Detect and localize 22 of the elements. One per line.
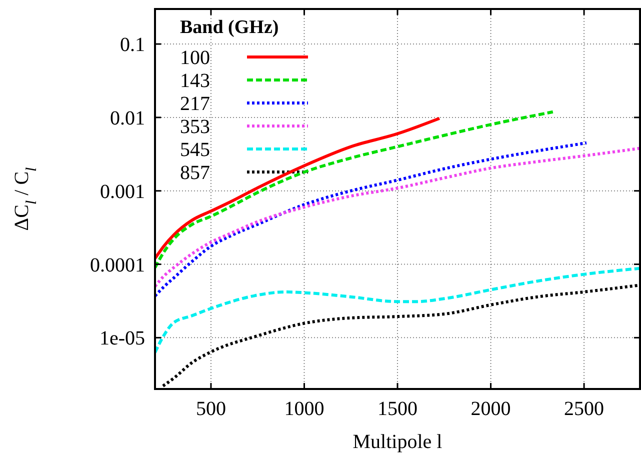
legend-label: 143 [180,70,210,92]
y-tick-label: 0.0001 [90,254,145,276]
x-tick-label: 2500 [564,398,604,420]
y-tick-label: 1e-05 [99,328,145,350]
line-series [155,141,588,298]
line-series [155,110,554,270]
legend-label: 545 [180,139,210,161]
x-tick-label: 1500 [378,398,418,420]
x-tick-label: 500 [196,398,226,420]
line-series [155,266,640,354]
line-series [155,116,441,260]
x-tick-label: 1000 [284,398,324,420]
y-tick-label: 0.1 [120,34,145,56]
legend-label: 217 [180,93,210,115]
y-tick-label: 0.001 [100,180,145,203]
legend-title: Band (GHz) [180,17,279,38]
legend-label: 353 [180,116,210,138]
legend-label: 857 [180,162,210,184]
legend-label: 100 [180,47,210,69]
x-tick-label: 2000 [470,398,511,420]
y-tick-label: 0.01 [110,107,145,130]
x-axis-title: Multipole l [352,431,443,453]
